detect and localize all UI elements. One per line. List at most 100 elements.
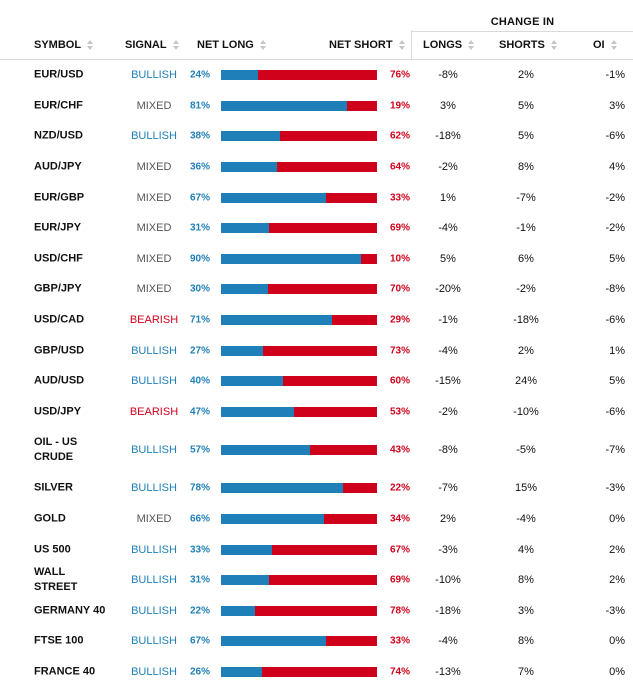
change-longs: -2% (438, 405, 458, 418)
column-header-net-short[interactable]: NET SHORT (329, 39, 405, 51)
change-shorts: 5% (518, 99, 534, 112)
net-short-percent: 43% (389, 444, 410, 456)
signal-label: BULLISH (131, 635, 177, 648)
net-short-bar (323, 514, 377, 525)
symbol-link[interactable]: AUD/USD (34, 374, 85, 387)
symbol-link[interactable]: GBP/JPY (34, 282, 82, 295)
net-long-bar (221, 100, 348, 111)
net-short-bar (267, 284, 377, 295)
table-row[interactable]: EUR/GBP MIXED 67% 33% 1% -7% -2% (0, 182, 633, 213)
column-header-net-long[interactable]: NET LONG (197, 39, 266, 51)
symbol-link[interactable]: GOLD (34, 512, 66, 525)
symbol-link[interactable]: USD/CAD (34, 313, 85, 326)
table-row[interactable]: GOLD MIXED 66% 34% 2% -4% 0% (0, 504, 633, 535)
net-long-percent: 30% (190, 283, 211, 295)
signal-label: BULLISH (131, 574, 177, 587)
sort-icon[interactable] (172, 40, 179, 50)
net-long-percent: 67% (190, 192, 211, 204)
change-shorts: 6% (518, 252, 534, 265)
net-long-percent: 31% (190, 574, 211, 586)
sentiment-bar (221, 100, 377, 111)
symbol-link[interactable]: GERMANY 40 (34, 604, 106, 617)
symbol-link[interactable]: EUR/CHF (34, 99, 83, 112)
signal-label: BULLISH (131, 344, 177, 357)
column-header-oi[interactable]: OI (593, 39, 617, 51)
table-row[interactable]: AUD/JPY MIXED 36% 64% -2% 8% 4% (0, 152, 633, 183)
net-short-bar (294, 406, 377, 417)
sentiment-bar (221, 406, 377, 417)
change-shorts: -18% (513, 314, 539, 327)
column-header-symbol[interactable]: SYMBOL (34, 39, 94, 51)
table-row[interactable]: GERMANY 40 BULLISH 22% 78% -18% 3% -3% (0, 596, 633, 627)
change-shorts: -7% (516, 191, 536, 204)
symbol-link[interactable]: EUR/GBP (34, 191, 85, 204)
column-header-label: NET SHORT (329, 39, 393, 51)
column-header-label: SHORTS (499, 39, 545, 51)
table-row[interactable]: FTSE 100 BULLISH 67% 33% -4% 8% 0% (0, 626, 633, 657)
table-row[interactable]: GBP/JPY MIXED 30% 70% -20% -2% -8% (0, 274, 633, 305)
change-longs: -7% (438, 482, 458, 495)
net-long-bar (221, 162, 278, 173)
sort-icon[interactable] (259, 40, 266, 50)
symbol-link[interactable]: AUD/JPY (34, 160, 82, 173)
table-row[interactable]: EUR/JPY MIXED 31% 69% -4% -1% -2% (0, 213, 633, 244)
symbol-link[interactable]: NZD/USD (34, 129, 83, 142)
signal-label: BULLISH (131, 375, 177, 388)
signal-label: BULLISH (131, 130, 177, 143)
change-shorts: 4% (518, 543, 534, 556)
symbol-link[interactable]: EUR/USD (34, 68, 84, 81)
table-row[interactable]: EUR/CHF MIXED 81% 19% 3% 5% 3% (0, 91, 633, 122)
table-row[interactable]: USD/JPY BEARISH 47% 53% -2% -10% -6% (0, 397, 633, 428)
net-short-percent: 22% (389, 482, 410, 494)
table-row[interactable]: GBP/USD BULLISH 27% 73% -4% 2% 1% (0, 335, 633, 366)
change-longs: -8% (438, 69, 458, 82)
change-oi: 0% (609, 513, 625, 526)
symbol-link[interactable]: WALL STREET (34, 566, 78, 594)
table-row[interactable]: AUD/USD BULLISH 40% 60% -15% 24% 5% (0, 366, 633, 397)
net-short-bar (269, 575, 377, 586)
net-short-percent: 74% (389, 666, 410, 678)
sentiment-bar (221, 376, 377, 387)
sort-icon[interactable] (87, 40, 94, 50)
symbol-link[interactable]: EUR/JPY (34, 221, 82, 234)
column-header-shorts[interactable]: SHORTS (499, 39, 557, 51)
sort-icon[interactable] (610, 40, 617, 50)
net-short-percent: 19% (389, 100, 410, 112)
symbol-link[interactable]: GBP/USD (34, 344, 85, 357)
net-long-percent: 40% (190, 375, 211, 387)
signal-label: MIXED (136, 99, 172, 112)
signal-label: MIXED (136, 283, 172, 296)
column-header-longs[interactable]: LONGS (423, 39, 475, 51)
table-row[interactable]: USD/CHF MIXED 90% 10% 5% 6% 5% (0, 244, 633, 275)
table-row[interactable]: FRANCE 40 BULLISH 26% 74% -13% 7% 0% (0, 657, 633, 688)
change-shorts: 8% (518, 161, 534, 174)
symbol-link[interactable]: USD/JPY (34, 405, 82, 418)
change-in-group-label: CHANGE IN (490, 16, 555, 28)
sentiment-bar (221, 483, 377, 494)
change-oi: -7% (605, 444, 625, 457)
symbol-link[interactable]: US 500 (34, 543, 71, 556)
symbol-link[interactable]: OIL - US CRUDE (34, 436, 78, 464)
column-header-signal[interactable]: SIGNAL (125, 39, 179, 51)
signal-label: BEARISH (129, 405, 179, 418)
table-row[interactable]: SILVER BULLISH 78% 22% -7% 15% -3% (0, 473, 633, 504)
change-oi: 3% (609, 99, 625, 112)
change-shorts: 2% (518, 69, 534, 82)
net-short-percent: 67% (389, 544, 410, 556)
sort-icon[interactable] (468, 40, 475, 50)
symbol-link[interactable]: FTSE 100 (34, 634, 84, 647)
sort-icon[interactable] (550, 40, 557, 50)
table-row[interactable]: EUR/USD BULLISH 24% 76% -8% 2% -1% (0, 60, 633, 91)
symbol-link[interactable]: SILVER (34, 481, 73, 494)
signal-label: MIXED (136, 191, 172, 204)
symbol-link[interactable]: USD/CHF (34, 252, 83, 265)
signal-label: BULLISH (131, 444, 177, 457)
table-row[interactable]: NZD/USD BULLISH 38% 62% -18% 5% -6% (0, 121, 633, 152)
sort-icon[interactable] (398, 40, 405, 50)
table-row[interactable]: WALL STREET BULLISH 31% 69% -10% 8% 2% (0, 565, 633, 596)
symbol-link[interactable]: FRANCE 40 (34, 665, 96, 678)
table-row[interactable]: OIL - US CRUDE BULLISH 57% 43% -8% -5% -7% (0, 427, 633, 473)
table-row[interactable]: US 500 BULLISH 33% 67% -3% 4% 2% (0, 534, 633, 565)
table-row[interactable]: USD/CAD BEARISH 71% 29% -1% -18% -6% (0, 305, 633, 336)
